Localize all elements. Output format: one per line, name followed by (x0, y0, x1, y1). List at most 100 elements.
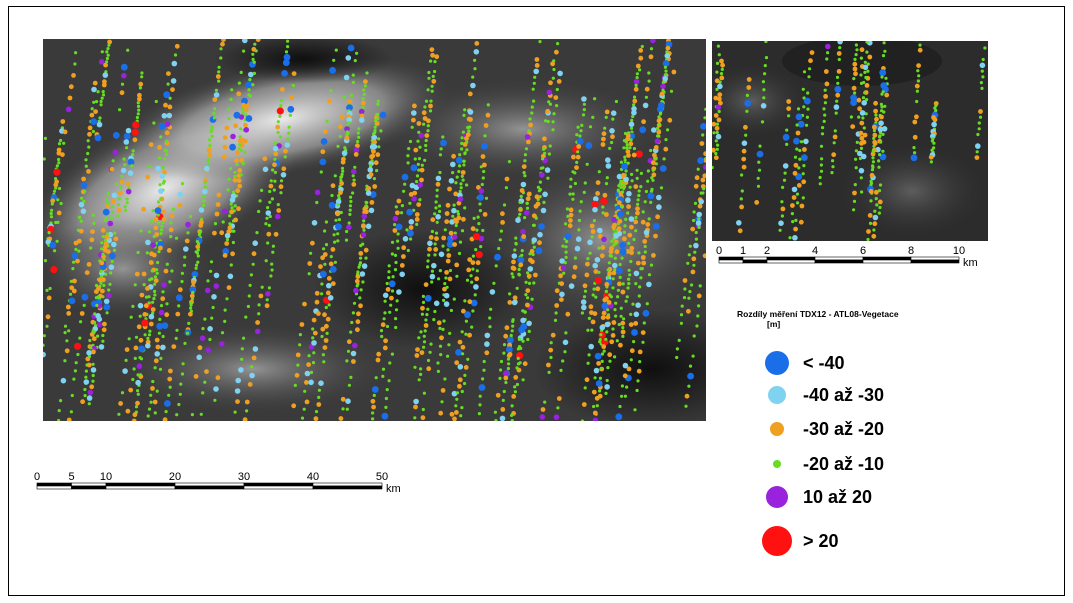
track-point (431, 78, 437, 84)
track-point (86, 395, 93, 401)
track-point (136, 112, 140, 116)
track-point (213, 92, 220, 98)
track-point (57, 418, 61, 421)
track-point (201, 391, 205, 395)
track-point (258, 199, 262, 203)
track-point (599, 324, 606, 331)
track-point (384, 396, 388, 401)
track-point (365, 223, 372, 230)
scale-segment (36, 482, 72, 487)
track-point (617, 218, 623, 224)
track-point (125, 201, 129, 205)
track-point (409, 237, 413, 241)
track-point (635, 302, 641, 309)
track-point (334, 218, 338, 222)
track-point (380, 322, 386, 328)
track-point (579, 129, 583, 133)
track-point (590, 229, 596, 234)
track-point (498, 376, 502, 380)
track-point (714, 125, 720, 131)
track-point (592, 404, 596, 409)
track-point (872, 129, 876, 133)
track-point (329, 89, 333, 93)
track-point (407, 147, 411, 151)
track-point (461, 216, 466, 222)
track-point (233, 111, 241, 119)
track-point (517, 272, 521, 276)
track-point (917, 47, 923, 53)
track-point (479, 245, 483, 249)
track-point (538, 40, 542, 44)
track-point (482, 169, 486, 174)
track-point (319, 158, 327, 166)
track-point (880, 105, 884, 109)
track-point (431, 262, 437, 269)
track-point (627, 282, 631, 286)
track-point (149, 393, 153, 397)
track-point (280, 172, 287, 178)
track-point (693, 183, 699, 189)
track-point (625, 146, 629, 150)
track-point (975, 150, 979, 154)
track-point (54, 177, 58, 181)
track-point (86, 362, 92, 368)
track-point (579, 200, 583, 204)
track-point (632, 103, 636, 107)
track-point (311, 336, 315, 340)
track-point (117, 412, 121, 416)
track-point (573, 171, 577, 175)
track-point (631, 152, 637, 158)
track-point (793, 155, 798, 159)
scale-tick-label: 20 (169, 471, 181, 483)
track-point (147, 407, 152, 411)
track-point (780, 200, 784, 204)
track-point (93, 312, 97, 316)
track-point (821, 126, 825, 130)
track-point (109, 216, 113, 220)
track-point (832, 134, 838, 140)
track-point (413, 416, 417, 420)
track-point (112, 131, 120, 139)
track-point (720, 67, 724, 71)
track-point (74, 342, 82, 350)
track-point (461, 178, 465, 182)
track-point (171, 344, 177, 349)
track-point (623, 131, 628, 136)
track-point (155, 271, 159, 275)
track-point (604, 296, 609, 302)
track-point (125, 408, 131, 414)
track-point (358, 296, 362, 300)
track-point (88, 338, 92, 343)
track-point (82, 199, 86, 203)
track-point (286, 45, 290, 49)
track-point (447, 343, 451, 347)
track-point (494, 253, 501, 261)
track-point (280, 98, 284, 102)
track-point (588, 125, 593, 129)
track-point (87, 354, 91, 359)
track-point (664, 138, 668, 142)
track-point (54, 220, 58, 225)
track-point (373, 131, 377, 135)
track-point (168, 385, 172, 389)
track-point (228, 214, 232, 218)
track-point (915, 89, 919, 93)
legend-label: > 20 (803, 531, 839, 551)
track-point (414, 353, 420, 358)
track-point (545, 108, 551, 114)
main-map[interactable] (43, 39, 706, 421)
track-point (542, 136, 547, 142)
track-point (447, 186, 452, 192)
track-point (443, 292, 450, 299)
track-point (871, 160, 875, 164)
track-point (564, 222, 568, 226)
track-point (235, 399, 240, 404)
scale-tick-label: 30 (238, 471, 250, 483)
scale-unit-label: km (386, 483, 401, 495)
track-point (100, 96, 104, 100)
track-point (913, 151, 917, 155)
track-point (322, 129, 328, 134)
inset-map[interactable] (712, 41, 988, 241)
track-point (552, 112, 556, 116)
track-point (764, 41, 768, 44)
